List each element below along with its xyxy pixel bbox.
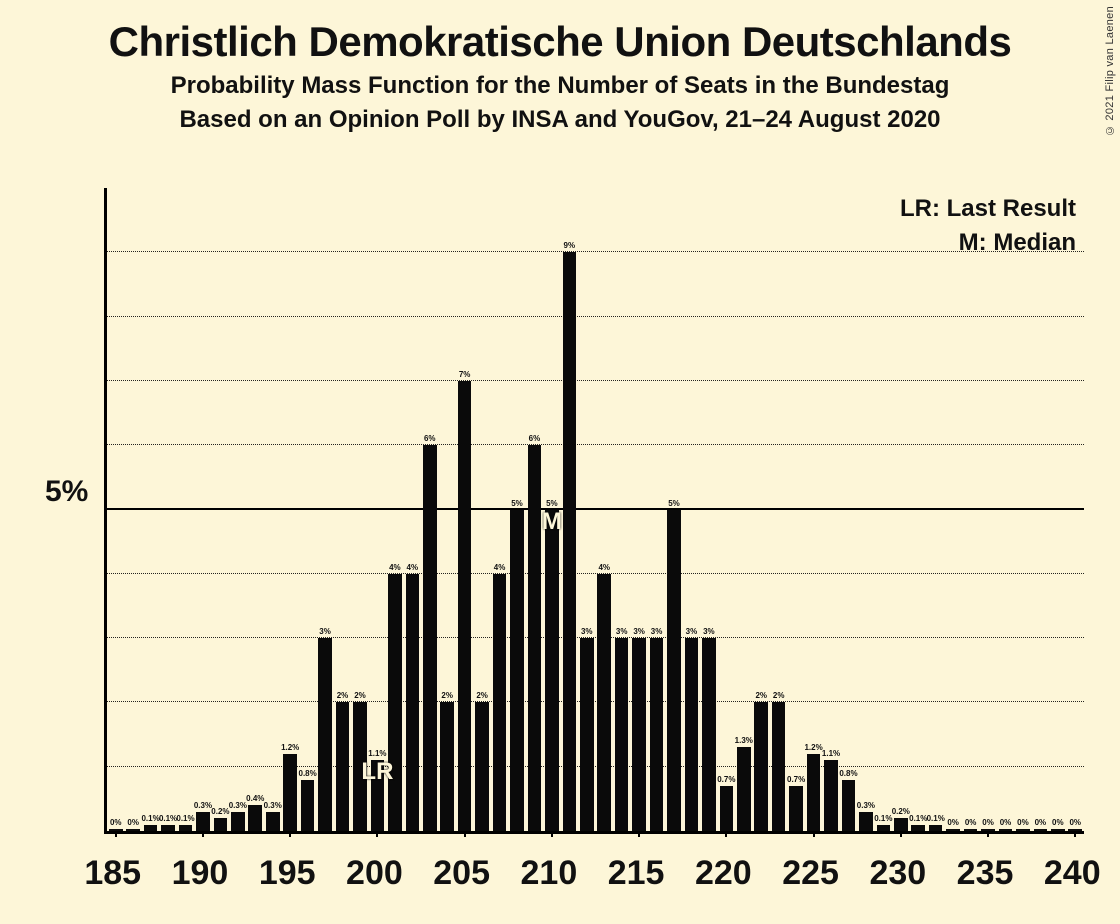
bar (615, 638, 629, 831)
bar-value-label: 7% (451, 370, 479, 379)
x-axis-tick-label: 210 (521, 854, 578, 893)
bar (353, 702, 367, 831)
bar (475, 702, 489, 831)
bar (946, 829, 960, 831)
x-axis-tick-label: 215 (608, 854, 665, 893)
bar-value-label: 5% (660, 499, 688, 508)
bar (301, 780, 315, 831)
copyright-text: © 2021 Filip van Laenen (1104, 6, 1116, 136)
bar-value-label: 9% (555, 241, 583, 250)
x-axis-tick-label: 240 (1044, 854, 1101, 893)
x-axis-tick-label: 190 (172, 854, 229, 893)
chart-subtitle-1: Probability Mass Function for the Number… (0, 72, 1120, 100)
bar-value-label: 1.1% (817, 749, 845, 758)
chart-subtitle-2: Based on an Opinion Poll by INSA and You… (0, 106, 1120, 134)
bar (231, 812, 245, 831)
bar-value-label: 6% (416, 434, 444, 443)
x-tick (202, 831, 204, 837)
bars-layer: 0%0%0.1%0.1%0.1%0.3%0.2%0.3%0.4%0.3%1.2%… (107, 188, 1084, 831)
bar (789, 786, 803, 831)
bar-value-label: 1.2% (276, 743, 304, 752)
x-axis-tick-label: 185 (84, 854, 141, 893)
bar (126, 829, 140, 831)
bar (423, 445, 437, 831)
bar (632, 638, 646, 831)
bar-value-label: 4% (590, 563, 618, 572)
bar (563, 252, 577, 831)
bar (144, 825, 158, 831)
bar-value-label: 3% (311, 627, 339, 636)
x-axis-tick-label: 235 (957, 854, 1014, 893)
bar (371, 760, 385, 831)
bar (702, 638, 716, 831)
bar (720, 786, 734, 831)
bar (458, 381, 472, 831)
bar-value-label: 6% (520, 434, 548, 443)
bar (964, 829, 978, 831)
x-tick (1074, 831, 1076, 837)
x-axis-tick-label: 230 (869, 854, 926, 893)
bar-value-label: 2% (346, 691, 374, 700)
x-axis-tick-label: 195 (259, 854, 316, 893)
bar (283, 754, 297, 831)
bar (510, 510, 524, 832)
bar (877, 825, 891, 831)
bar (650, 638, 664, 831)
x-axis-labels: 185190195200205210215220225230235240 (104, 844, 1084, 904)
bar (667, 510, 681, 832)
y-axis-label: 5% (45, 475, 88, 509)
bar (1034, 829, 1048, 831)
x-tick (725, 831, 727, 837)
bar (597, 574, 611, 831)
bar (685, 638, 699, 831)
x-tick (115, 831, 117, 837)
x-tick (551, 831, 553, 837)
bar (406, 574, 420, 831)
bar-value-label: 3% (695, 627, 723, 636)
bar (214, 818, 228, 831)
x-axis-tick-label: 225 (782, 854, 839, 893)
x-tick (900, 831, 902, 837)
bar (318, 638, 332, 831)
bar (737, 747, 751, 831)
bar (161, 825, 175, 831)
bar (911, 825, 925, 831)
x-tick (987, 831, 989, 837)
bar (754, 702, 768, 831)
bar (493, 574, 507, 831)
bar-value-label: 2% (765, 691, 793, 700)
bar (266, 812, 280, 831)
plot-area: LR: Last Result M: Median 0%0%0.1%0.1%0.… (104, 188, 1084, 834)
bar-value-label: 0.3% (852, 801, 880, 810)
bar (1016, 829, 1030, 831)
chart-container: LR: Last Result M: Median 0%0%0.1%0.1%0.… (40, 188, 1096, 904)
bar (772, 702, 786, 831)
title-block: Christlich Demokratische Union Deutschla… (0, 0, 1120, 134)
x-tick (376, 831, 378, 837)
chart-title: Christlich Demokratische Union Deutschla… (0, 18, 1120, 66)
x-tick (289, 831, 291, 837)
bar (999, 829, 1013, 831)
x-tick (638, 831, 640, 837)
bar (440, 702, 454, 831)
bar (807, 754, 821, 831)
bar-value-label: 0.8% (834, 769, 862, 778)
bar (1051, 829, 1065, 831)
bar (388, 574, 402, 831)
bar (545, 510, 559, 832)
x-axis-tick-label: 220 (695, 854, 752, 893)
x-tick (464, 831, 466, 837)
x-axis-tick-label: 205 (433, 854, 490, 893)
bar (336, 702, 350, 831)
bar (179, 825, 193, 831)
x-axis-tick-label: 200 (346, 854, 403, 893)
bar-value-label: 0% (1061, 818, 1089, 827)
bar (580, 638, 594, 831)
x-tick (813, 831, 815, 837)
